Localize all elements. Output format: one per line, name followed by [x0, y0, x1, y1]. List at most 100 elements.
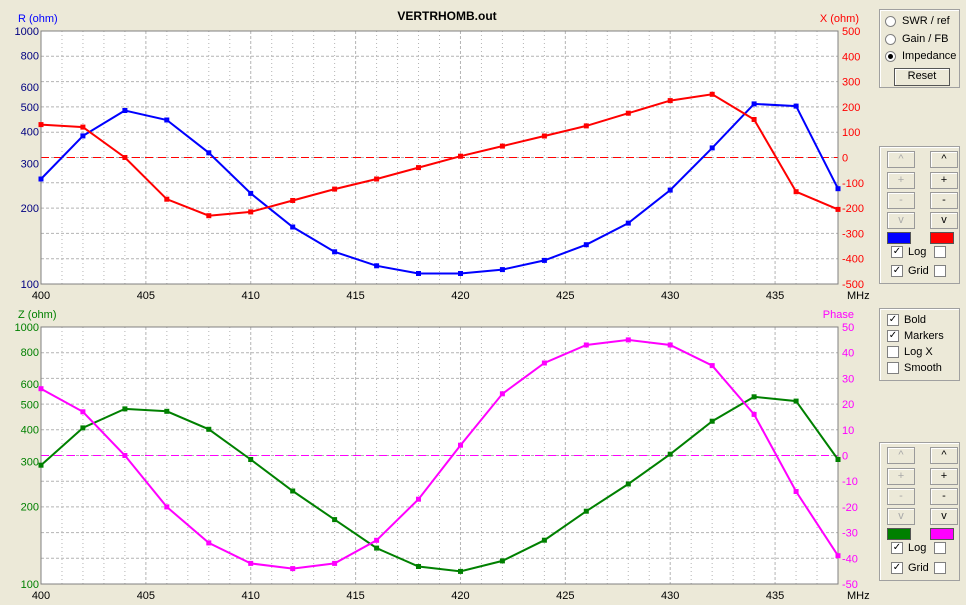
left-tick-label: 300 — [21, 158, 39, 170]
top-left-zoom-out-button[interactable]: - — [887, 192, 915, 209]
bottom-left-zoom-out-button[interactable]: - — [887, 488, 915, 505]
data-marker — [583, 508, 589, 514]
bottom-right-scale-down-button[interactable]: v — [930, 508, 958, 525]
bottom-right-scale-up-button[interactable]: ^ — [930, 447, 958, 464]
data-marker — [499, 558, 505, 564]
option-label: Log X — [904, 346, 933, 358]
phase-color-swatch[interactable] — [930, 528, 954, 540]
checkbox-icon: ✓ — [891, 562, 903, 574]
data-marker — [625, 110, 631, 116]
data-marker — [80, 425, 86, 431]
data-marker — [793, 189, 799, 195]
data-marker — [416, 271, 421, 276]
bottom-log-checkbox-left[interactable]: ✓ Log — [891, 540, 926, 556]
left-tick-label: 1000 — [15, 26, 39, 38]
data-marker — [667, 342, 673, 348]
left-tick-label: 100 — [21, 279, 39, 291]
x-tick-label: 430 — [661, 290, 679, 302]
data-marker — [458, 442, 463, 448]
bold-checkbox[interactable]: ✓ Bold — [887, 312, 926, 328]
top-left-tick-labels: 1000 800 600 500 400 300 200 100 — [15, 26, 39, 291]
data-marker — [541, 257, 547, 263]
reset-button[interactable]: Reset — [894, 68, 950, 86]
series-line — [40, 338, 839, 570]
bottom-left-zoom-in-button[interactable]: + — [887, 468, 915, 485]
z-color-swatch[interactable] — [887, 528, 911, 540]
data-marker — [164, 504, 170, 510]
bottom-left-scale-up-button[interactable]: ^ — [887, 447, 915, 464]
option-label: Markers — [904, 330, 944, 342]
radio-label: Gain / FB — [902, 33, 949, 45]
data-marker — [709, 418, 715, 424]
checkbox-icon — [887, 346, 899, 358]
bottom-grid-checkbox-left[interactable]: ✓ Grid — [891, 560, 929, 576]
data-marker — [374, 263, 380, 269]
left-tick-label: 200 — [21, 502, 39, 514]
bottom-left-scale-down-button[interactable]: v — [887, 508, 915, 525]
bottom-left-axis-label: Z (ohm) — [18, 309, 57, 321]
bottom-log-checkbox-right[interactable] — [934, 540, 951, 556]
top-log-checkbox-right[interactable] — [934, 244, 951, 260]
x-tick-label: 425 — [556, 590, 574, 602]
x-tick-label: 420 — [451, 290, 469, 302]
data-marker — [206, 426, 212, 432]
x-color-swatch[interactable] — [930, 232, 954, 244]
top-right-scale-up-button[interactable]: ^ — [930, 151, 958, 168]
left-tick-label: 300 — [21, 456, 39, 468]
checkbox-icon — [934, 246, 946, 258]
data-marker — [290, 224, 296, 230]
top-x-tick-labels: 400 405 410 415 420 425 430 435 MHz — [32, 290, 870, 302]
x-tick-label: 425 — [556, 290, 574, 302]
bottom-grid-checkbox-right[interactable] — [934, 560, 951, 576]
data-marker — [290, 198, 296, 203]
data-marker — [248, 209, 254, 215]
data-marker — [416, 165, 421, 171]
data-marker — [458, 568, 463, 574]
top-grid-checkbox-left[interactable]: ✓ Grid — [891, 263, 929, 279]
log-x-checkbox[interactable]: Log X — [887, 344, 933, 360]
top-left-scale-down-button[interactable]: v — [887, 212, 915, 229]
grid-label: Grid — [908, 562, 929, 574]
right-tick-label: 200 — [842, 102, 860, 114]
radio-label: SWR / ref — [902, 15, 950, 27]
checkbox-icon — [934, 542, 946, 554]
x-tick-label: 410 — [242, 590, 260, 602]
series-line — [40, 102, 839, 275]
smooth-checkbox[interactable]: Smooth — [887, 360, 942, 376]
data-marker — [458, 271, 463, 276]
checkbox-icon — [934, 562, 946, 574]
r-color-swatch[interactable] — [887, 232, 911, 244]
top-left-scale-up-button[interactable]: ^ — [887, 151, 915, 168]
radio-selected-icon — [885, 50, 896, 62]
top-grid-checkbox-right[interactable] — [934, 263, 951, 279]
data-marker — [751, 394, 757, 400]
bottom-right-zoom-in-button[interactable]: + — [930, 468, 958, 485]
left-tick-label: 800 — [21, 347, 39, 359]
top-right-scale-down-button[interactable]: v — [930, 212, 958, 229]
top-left-zoom-in-button[interactable]: + — [887, 172, 915, 189]
data-marker — [499, 267, 505, 273]
data-marker — [541, 133, 547, 139]
top-right-tick-labels: 500 400 300 200 100 0 -100 -200 -300 -400 -500 — [842, 26, 864, 291]
bottom-x-tick-labels: 400 405 410 415 420 425 430 435 MHz — [32, 590, 870, 602]
top-right-zoom-in-button[interactable]: + — [930, 172, 958, 189]
checkbox-icon: ✓ — [887, 330, 899, 342]
x-tick-label: 405 — [137, 290, 155, 302]
markers-checkbox[interactable]: ✓ Markers — [887, 328, 944, 344]
bottom-right-zoom-out-button[interactable]: - — [930, 488, 958, 505]
right-tick-label: -200 — [842, 203, 864, 215]
top-log-checkbox-left[interactable]: ✓ Log — [891, 244, 926, 260]
top-series — [38, 91, 841, 276]
data-marker — [751, 117, 757, 122]
top-right-zoom-out-button[interactable]: - — [930, 192, 958, 209]
checkbox-icon: ✓ — [891, 246, 903, 258]
left-tick-label: 500 — [21, 102, 39, 114]
data-marker — [164, 408, 170, 414]
radio-gain[interactable]: Gain / FB — [885, 31, 948, 47]
data-marker — [625, 220, 631, 226]
radio-impedance[interactable]: Impedance — [885, 48, 956, 64]
data-marker — [122, 406, 128, 412]
data-marker — [793, 398, 799, 404]
plot-border — [40, 326, 839, 585]
radio-swr[interactable]: SWR / ref — [885, 13, 950, 29]
